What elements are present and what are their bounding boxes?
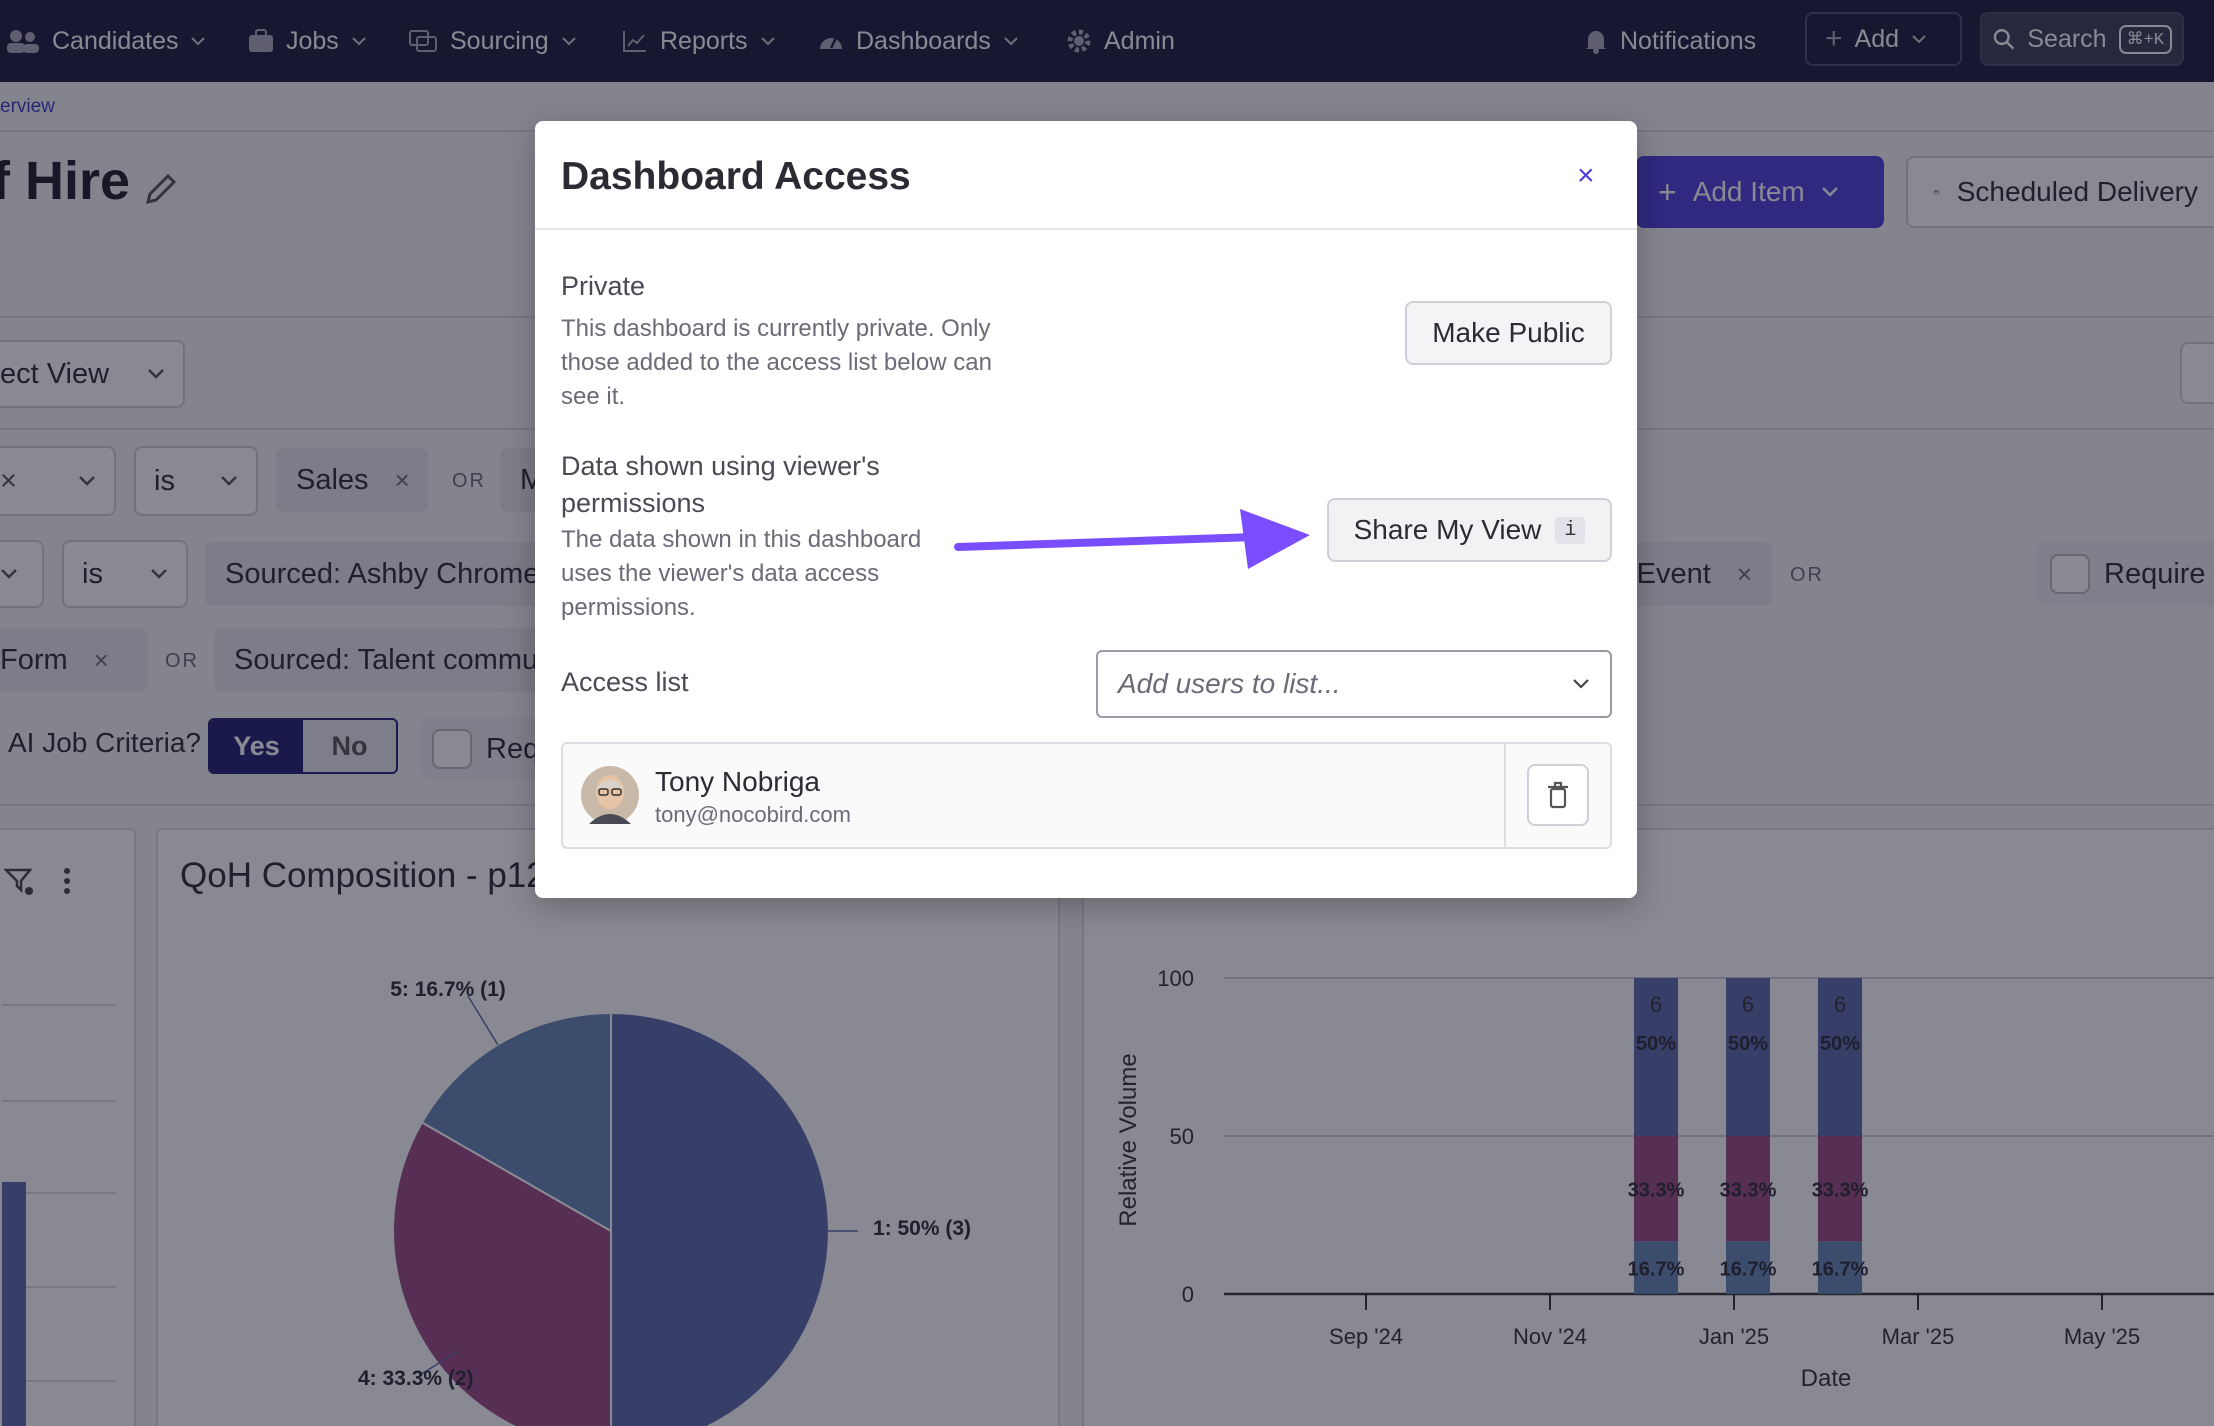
share-my-view-label: Share My View bbox=[1353, 514, 1542, 545]
trash-icon bbox=[1548, 781, 1568, 809]
chevron-down-icon bbox=[1573, 679, 1589, 689]
desc-line: those added to the access list below can bbox=[561, 349, 992, 376]
desc-line: This dashboard is currently private. Onl… bbox=[561, 315, 991, 342]
dashboard-access-modal: Dashboard Access × Private This dashboar… bbox=[535, 121, 1637, 898]
info-icon[interactable]: i bbox=[1555, 516, 1586, 544]
private-description: This dashboard is currently private. Onl… bbox=[561, 312, 992, 414]
close-icon[interactable]: × bbox=[1577, 159, 1595, 192]
user-name: Tony Nobriga bbox=[655, 766, 820, 797]
heading-line: permissions bbox=[561, 488, 706, 518]
add-users-select[interactable]: Add users to list... bbox=[1096, 650, 1612, 718]
avatar bbox=[581, 766, 639, 824]
viewer-permissions-description: The data shown in this dashboard uses th… bbox=[561, 523, 921, 625]
delete-user-button[interactable] bbox=[1527, 764, 1589, 826]
share-my-view-button[interactable]: Share My View i bbox=[1327, 498, 1612, 562]
desc-line: uses the viewer's data access bbox=[561, 560, 880, 587]
access-list-item: Tony Nobriga tony@nocobird.com bbox=[561, 742, 1612, 849]
add-users-placeholder: Add users to list... bbox=[1118, 668, 1341, 699]
desc-line: permissions. bbox=[561, 594, 696, 621]
modal-divider bbox=[535, 228, 1637, 230]
desc-line: see it. bbox=[561, 383, 626, 410]
access-list-label: Access list bbox=[561, 667, 689, 697]
make-public-button[interactable]: Make Public bbox=[1405, 301, 1612, 365]
divider bbox=[1504, 744, 1506, 847]
viewer-permissions-heading: Data shown using viewer's permissions bbox=[561, 448, 880, 522]
desc-line: The data shown in this dashboard bbox=[561, 526, 922, 553]
arrow-annotation-icon bbox=[954, 509, 1310, 569]
heading-line: Data shown using viewer's bbox=[561, 451, 880, 481]
private-heading: Private bbox=[561, 271, 646, 301]
user-email: tony@nocobird.com bbox=[655, 802, 851, 827]
modal-title: Dashboard Access bbox=[561, 155, 911, 198]
